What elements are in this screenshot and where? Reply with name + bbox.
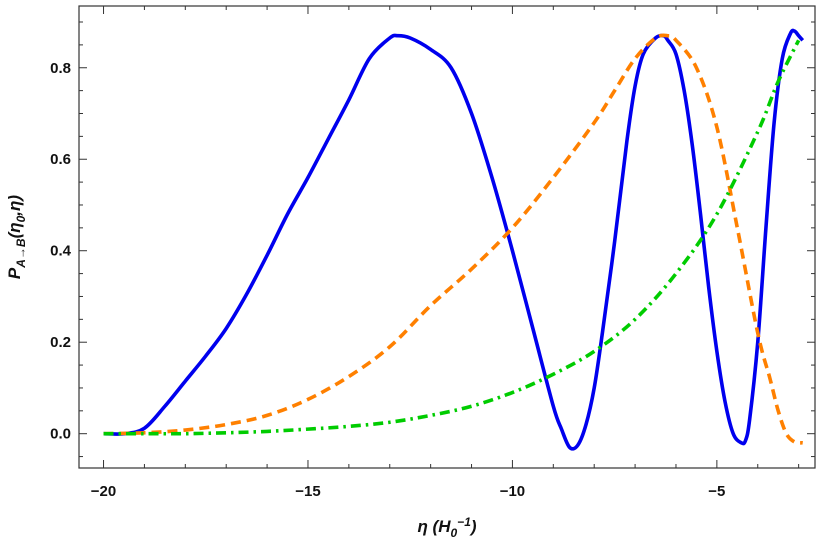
x-tick-label: −20 xyxy=(91,483,116,500)
series-line-1 xyxy=(103,28,805,451)
x-tick-label: −10 xyxy=(500,483,525,500)
y-axis-title-args: (η xyxy=(5,222,24,238)
plot-frame xyxy=(78,5,816,469)
y-tick-label: 0.2 xyxy=(50,334,71,351)
y-tick-label: 0.0 xyxy=(50,426,71,443)
y-tick-label: 0.4 xyxy=(50,243,72,260)
y-axis-title-args2: ,η) xyxy=(5,195,24,217)
x-tick-label: −15 xyxy=(295,483,320,500)
y-axis-title-sub0: 0 xyxy=(14,215,28,222)
ticks: −20 −15 −10 −5 0.0 0.2 0.4 0.6 0.8 xyxy=(50,6,815,500)
series xyxy=(103,28,805,451)
y-axis-title-p: P xyxy=(5,267,24,279)
series-line-3 xyxy=(103,39,801,436)
y-axis-title: PA→B(η0,η) xyxy=(5,195,28,280)
y-tick-label: 0.8 xyxy=(50,60,71,77)
x-axis-title-close: ) xyxy=(469,517,477,536)
series-line-2 xyxy=(103,33,803,445)
y-tick-label: 0.6 xyxy=(50,151,71,168)
x-axis-title-eta: η (H xyxy=(417,517,451,536)
y-axis-title-sub: A→B xyxy=(14,238,28,269)
x-tick-label: −5 xyxy=(708,483,725,500)
x-axis-title-sup: −1 xyxy=(457,515,471,529)
x-axis-title: η (H0−1) xyxy=(417,515,476,540)
x-axis-title-sub: 0 xyxy=(451,526,458,540)
